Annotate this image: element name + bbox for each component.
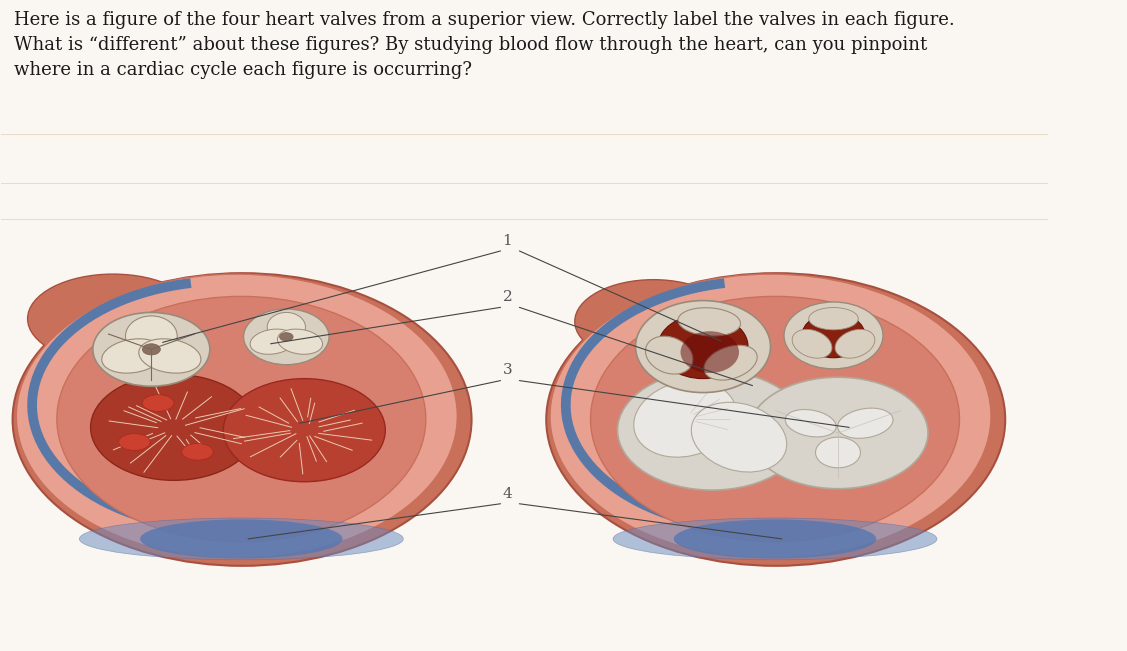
Ellipse shape bbox=[267, 312, 305, 342]
Ellipse shape bbox=[142, 344, 160, 355]
Ellipse shape bbox=[636, 301, 771, 393]
Ellipse shape bbox=[792, 329, 832, 358]
Text: Here is a figure of the four heart valves from a superior view. Correctly label : Here is a figure of the four heart valve… bbox=[14, 11, 955, 79]
Ellipse shape bbox=[691, 402, 787, 472]
Ellipse shape bbox=[575, 280, 733, 363]
Ellipse shape bbox=[12, 273, 471, 566]
Ellipse shape bbox=[125, 316, 177, 356]
Ellipse shape bbox=[550, 274, 991, 559]
Ellipse shape bbox=[277, 329, 322, 354]
Ellipse shape bbox=[279, 333, 293, 341]
Ellipse shape bbox=[786, 409, 836, 437]
Ellipse shape bbox=[223, 379, 385, 482]
Ellipse shape bbox=[646, 336, 693, 374]
Ellipse shape bbox=[748, 377, 928, 489]
Ellipse shape bbox=[181, 443, 213, 460]
Text: 4: 4 bbox=[503, 486, 513, 501]
Ellipse shape bbox=[118, 434, 150, 450]
Ellipse shape bbox=[142, 395, 174, 411]
Ellipse shape bbox=[678, 308, 740, 336]
Ellipse shape bbox=[816, 437, 861, 468]
Ellipse shape bbox=[27, 274, 198, 363]
Ellipse shape bbox=[140, 519, 343, 559]
Ellipse shape bbox=[704, 345, 757, 380]
Ellipse shape bbox=[613, 518, 937, 560]
Ellipse shape bbox=[837, 408, 893, 438]
Ellipse shape bbox=[56, 296, 426, 542]
Ellipse shape bbox=[101, 339, 163, 373]
Text: 1: 1 bbox=[503, 234, 513, 248]
Ellipse shape bbox=[633, 381, 736, 457]
Ellipse shape bbox=[17, 274, 458, 559]
Ellipse shape bbox=[784, 302, 882, 369]
Ellipse shape bbox=[618, 370, 807, 490]
Ellipse shape bbox=[809, 307, 859, 330]
Ellipse shape bbox=[139, 339, 201, 373]
Ellipse shape bbox=[243, 309, 329, 365]
Ellipse shape bbox=[802, 313, 866, 357]
Ellipse shape bbox=[547, 273, 1005, 566]
Text: 2: 2 bbox=[503, 290, 513, 304]
Ellipse shape bbox=[674, 519, 877, 559]
Ellipse shape bbox=[250, 329, 295, 354]
Ellipse shape bbox=[681, 331, 739, 373]
Text: 3: 3 bbox=[503, 363, 513, 378]
Ellipse shape bbox=[79, 518, 403, 560]
Ellipse shape bbox=[591, 296, 959, 542]
Ellipse shape bbox=[658, 314, 748, 379]
Ellipse shape bbox=[835, 329, 875, 358]
Ellipse shape bbox=[92, 312, 210, 386]
Ellipse shape bbox=[90, 374, 257, 480]
